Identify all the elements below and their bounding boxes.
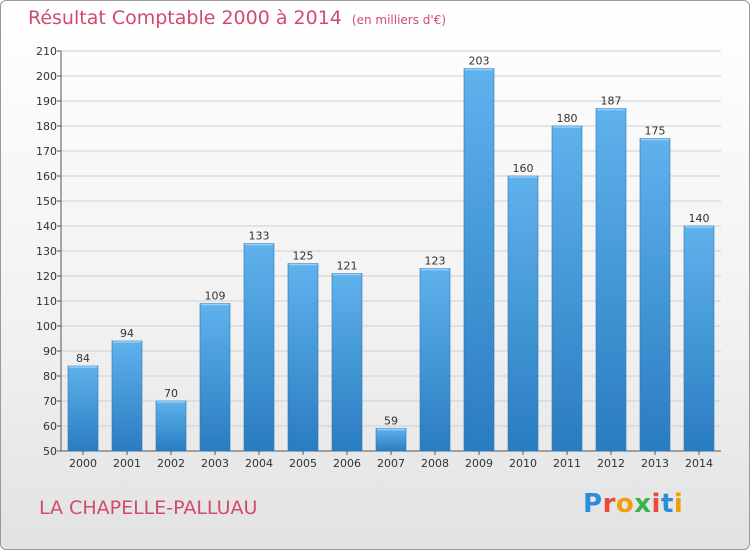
chart-title-text: Résultat Comptable 2000 à 2014 xyxy=(28,7,342,29)
value-label: 133 xyxy=(249,230,270,243)
bar-2007 xyxy=(375,428,407,452)
value-label: 140 xyxy=(689,212,710,225)
logo-letter: i xyxy=(673,489,684,519)
logo-letter: P xyxy=(583,489,603,519)
value-label: 125 xyxy=(293,250,314,263)
x-tick-label: 2010 xyxy=(509,457,537,470)
bar-2014 xyxy=(683,225,715,452)
logo-letter: r xyxy=(602,489,616,519)
bar-2011 xyxy=(551,125,583,452)
logo-letter: x xyxy=(634,489,652,519)
proxiti-logo: Proxiti xyxy=(583,489,683,519)
x-tick-label: 2009 xyxy=(465,457,493,470)
y-tick-label: 190 xyxy=(36,95,57,108)
bar-2001 xyxy=(111,340,143,452)
bar-2004 xyxy=(243,243,275,452)
bar-2013 xyxy=(639,138,671,452)
x-tick-label: 2014 xyxy=(685,457,713,470)
x-tick-label: 2005 xyxy=(289,457,317,470)
value-label: 121 xyxy=(337,260,358,273)
x-tick-label: 2008 xyxy=(421,457,449,470)
bars xyxy=(67,68,715,452)
y-tick-label: 70 xyxy=(43,395,57,408)
x-tick-label: 2013 xyxy=(641,457,669,470)
bar-2008 xyxy=(419,268,451,452)
y-tick-label: 120 xyxy=(36,270,57,283)
logo-letter: t xyxy=(660,489,674,519)
value-label: 187 xyxy=(601,95,622,108)
y-tick-label: 100 xyxy=(36,320,57,333)
bar-2012 xyxy=(595,108,627,452)
x-tick-label: 2002 xyxy=(157,457,185,470)
commune-name: LA CHAPELLE-PALLUAU xyxy=(39,497,258,519)
chart-title: Résultat Comptable 2000 à 2014 (en millie… xyxy=(28,7,446,29)
x-tick-label: 2007 xyxy=(377,457,405,470)
value-label: 123 xyxy=(425,255,446,268)
x-tick-label: 2004 xyxy=(245,457,273,470)
value-label: 175 xyxy=(645,125,666,138)
x-tick-label: 2006 xyxy=(333,457,361,470)
y-tick-label: 60 xyxy=(43,420,57,433)
value-label: 203 xyxy=(469,55,490,68)
x-tick-label: 2000 xyxy=(69,457,97,470)
y-tick-label: 150 xyxy=(36,195,57,208)
logo-letter: o xyxy=(615,489,635,519)
y-tick-label: 180 xyxy=(36,120,57,133)
y-tick-label: 50 xyxy=(43,445,57,458)
x-tick-label: 2001 xyxy=(113,457,141,470)
y-tick-label: 210 xyxy=(36,45,57,58)
labels: 50 60 70 80 90 100 110 120 130 140 150 160 170 180 190… xyxy=(36,45,713,470)
x-tick-label: 2003 xyxy=(201,457,229,470)
x-tick-label: 2012 xyxy=(597,457,625,470)
chart-subtitle: (en milliers d'€) xyxy=(351,13,447,27)
y-tick-label: 90 xyxy=(43,345,57,358)
value-label: 94 xyxy=(120,327,134,340)
bar-2000 xyxy=(67,365,99,452)
bar-2005 xyxy=(287,263,319,452)
y-tick-label: 130 xyxy=(36,245,57,258)
bar-2006 xyxy=(331,273,363,452)
value-label: 70 xyxy=(164,387,178,400)
value-label: 160 xyxy=(513,162,534,175)
bar-2003 xyxy=(199,303,231,452)
bar-2002 xyxy=(155,400,187,452)
value-label: 59 xyxy=(384,415,398,428)
y-tick-label: 200 xyxy=(36,70,57,83)
y-tick-label: 160 xyxy=(36,170,57,183)
bar-2009 xyxy=(463,68,495,452)
y-tick-label: 170 xyxy=(36,145,57,158)
value-label: 180 xyxy=(557,112,578,125)
y-tick-label: 80 xyxy=(43,370,57,383)
value-label: 109 xyxy=(205,290,226,303)
x-tick-label: 2011 xyxy=(553,457,581,470)
logo-letter: i xyxy=(651,489,661,519)
y-tick-label: 110 xyxy=(36,295,57,308)
value-label: 84 xyxy=(76,352,90,365)
y-tick-label: 140 xyxy=(36,220,57,233)
bar-2010 xyxy=(507,175,539,452)
